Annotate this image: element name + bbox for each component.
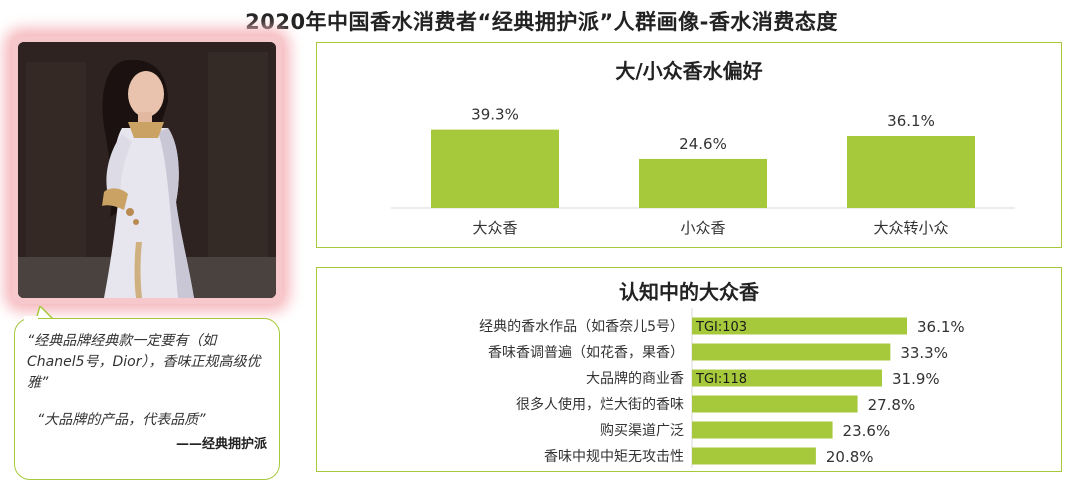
speech-bubble-tail bbox=[35, 306, 55, 320]
quote-attribution: ——经典拥护派 bbox=[175, 437, 267, 452]
quote-text-2: “大品牌的产品，代表品质” bbox=[37, 412, 206, 428]
preference-value-label: 36.1% bbox=[887, 112, 935, 130]
perception-bar bbox=[692, 343, 891, 361]
preference-bar bbox=[431, 129, 559, 208]
woman-in-white-dress-illustration bbox=[18, 42, 276, 298]
preference-category-label: 大众转小众 bbox=[873, 219, 948, 237]
consumer-photo bbox=[18, 42, 276, 298]
preference-category-label: 大众香 bbox=[472, 219, 517, 237]
tgi-annotation: TGI:118 bbox=[695, 372, 747, 387]
preference-value-label: 24.6% bbox=[679, 135, 727, 153]
perception-category-label: 购买渠道广泛 bbox=[600, 423, 684, 439]
perception-category-label: 香味香调普遍（如花香，果香） bbox=[488, 345, 684, 361]
preference-chart-title: 大/小众香水偏好 bbox=[615, 59, 763, 83]
perception-category-label: 香味中规中矩无攻击性 bbox=[544, 449, 684, 465]
perception-category-label: 大品牌的商业香 bbox=[586, 370, 684, 387]
perception-category-label: 很多人使用，烂大街的香味 bbox=[516, 396, 684, 413]
perception-bar bbox=[692, 317, 907, 335]
perception-value-label: 36.1% bbox=[917, 318, 965, 336]
perception-value-label: 20.8% bbox=[826, 448, 874, 466]
preference-value-label: 39.3% bbox=[471, 106, 519, 124]
preference-bar bbox=[847, 136, 975, 208]
preference-category-label: 小众香 bbox=[680, 219, 725, 237]
preference-chart-panel: 大/小众香水偏好 39.3% 大众香 24.6% 小众香 36.1% 大众转小众 bbox=[316, 42, 1062, 248]
perception-chart-title: 认知中的大众香 bbox=[619, 280, 759, 304]
tgi-annotation: TGI:103 bbox=[695, 320, 747, 335]
perception-value-label: 31.9% bbox=[892, 370, 940, 388]
perception-bar-chart: 经典的香水作品（如香奈儿5号） 36.1% 香味香调普遍（如花香，果香） 33.3% 大… bbox=[479, 308, 965, 468]
perception-bar bbox=[692, 421, 833, 439]
quote-text-1: “经典品牌经典款一定要有（如Chanel5号，Dior），香味正规高级优雅” bbox=[27, 333, 261, 391]
perception-value-label: 33.3% bbox=[900, 344, 948, 362]
consumer-photo-frame bbox=[12, 36, 282, 304]
perception-bar bbox=[692, 395, 858, 413]
page-title: 2020年中国香水消费者“经典拥护派”人群画像-香水消费态度 bbox=[245, 10, 838, 34]
preference-bar-chart: 39.3% 大众香 24.6% 小众香 36.1% 大众转小众 bbox=[391, 106, 1015, 237]
perception-bar bbox=[692, 447, 816, 465]
perception-bar bbox=[692, 369, 882, 387]
perception-value-label: 23.6% bbox=[843, 422, 891, 440]
perception-value-label: 27.8% bbox=[868, 396, 916, 414]
perception-chart-panel: 认知中的大众香 经典的香水作品（如香奈儿5号） 36.1% 香味香调普遍（如花香，果… bbox=[316, 267, 1062, 472]
preference-bar bbox=[639, 158, 767, 208]
perception-category-label: 经典的香水作品（如香奈儿5号） bbox=[479, 319, 684, 335]
consumer-quote-bubble: “经典品牌经典款一定要有（如Chanel5号，Dior），香味正规高级优雅” “… bbox=[14, 318, 280, 480]
speech-bubble-tail-cover bbox=[24, 316, 38, 323]
